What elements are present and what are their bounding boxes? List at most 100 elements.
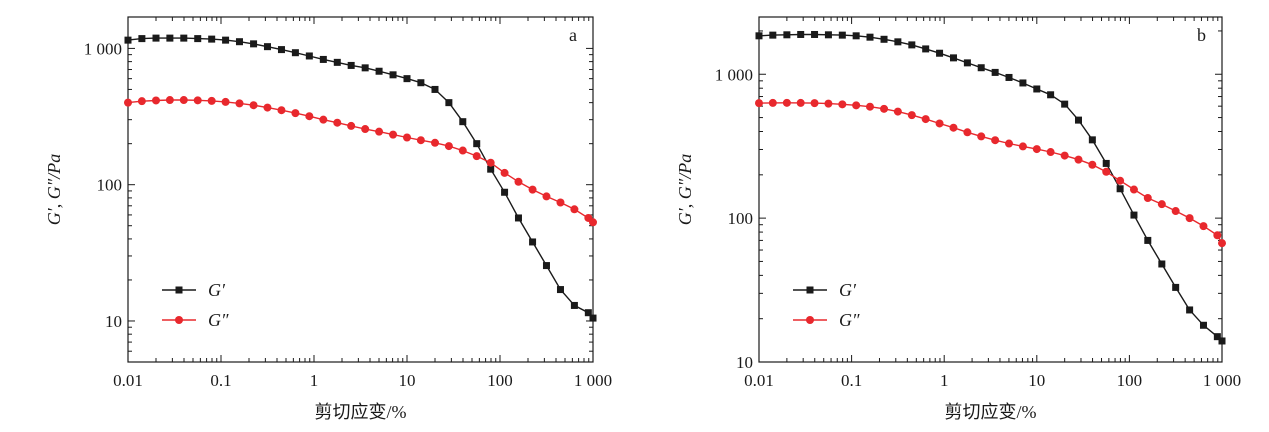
data-point-square bbox=[375, 67, 383, 75]
data-point-circle bbox=[1088, 160, 1097, 169]
data-point-square bbox=[589, 314, 597, 322]
x-tick-label: 100 bbox=[487, 371, 513, 390]
data-point-square bbox=[277, 46, 285, 54]
data-point-circle bbox=[1032, 145, 1041, 154]
data-point-square bbox=[152, 34, 160, 42]
data-point-square bbox=[263, 43, 271, 51]
series-line bbox=[127, 37, 594, 319]
data-point-circle bbox=[430, 138, 439, 147]
legend-label: G′ bbox=[208, 280, 226, 300]
data-point-circle bbox=[977, 132, 986, 141]
data-point-square bbox=[417, 79, 425, 87]
data-point-square bbox=[755, 32, 763, 40]
data-point-square bbox=[487, 165, 495, 173]
data-point-circle bbox=[852, 101, 861, 110]
data-point-square bbox=[797, 30, 805, 38]
data-point-square bbox=[1047, 91, 1055, 99]
data-point-square bbox=[1005, 73, 1013, 81]
data-point-square bbox=[459, 118, 467, 126]
data-point-circle bbox=[949, 123, 958, 132]
data-point-circle bbox=[1005, 139, 1014, 148]
data-point-circle bbox=[1129, 185, 1138, 194]
data-point-square bbox=[1218, 337, 1226, 345]
series-loss-modulus bbox=[755, 98, 1226, 248]
data-point-circle bbox=[1218, 239, 1226, 248]
data-point-circle bbox=[486, 158, 495, 167]
data-point-square bbox=[124, 36, 132, 44]
data-point-circle bbox=[347, 121, 356, 130]
legend-label: G″ bbox=[208, 310, 229, 330]
data-point-circle bbox=[991, 136, 1000, 145]
data-point-square bbox=[936, 49, 944, 57]
data-point-square bbox=[570, 301, 578, 309]
data-point-square bbox=[333, 58, 341, 66]
x-tick-label: 10 bbox=[1028, 371, 1045, 390]
y-axis-title: G′, G″/Pa bbox=[675, 154, 695, 225]
data-point-circle bbox=[1018, 142, 1027, 151]
y-tick-label: 10 bbox=[736, 353, 753, 372]
data-point-circle bbox=[1199, 222, 1208, 231]
y-tick-label: 10 bbox=[105, 312, 122, 331]
y-tick-label: 1 000 bbox=[715, 65, 753, 84]
data-point-circle bbox=[221, 97, 230, 106]
data-point-circle bbox=[810, 99, 819, 108]
data-point-square bbox=[866, 33, 874, 41]
data-point-square bbox=[811, 30, 819, 38]
series-line bbox=[127, 99, 594, 223]
data-point-circle bbox=[880, 104, 889, 113]
data-point-square bbox=[1130, 211, 1138, 219]
data-point-square bbox=[1199, 321, 1207, 329]
data-point-circle bbox=[865, 102, 874, 111]
data-point-circle bbox=[1157, 200, 1166, 209]
data-point-circle bbox=[755, 99, 763, 108]
panel-label: a bbox=[569, 25, 577, 45]
data-point-square bbox=[1172, 283, 1180, 291]
y-tick-label: 100 bbox=[97, 176, 123, 195]
data-point-circle bbox=[838, 100, 847, 109]
data-point-circle bbox=[291, 109, 300, 118]
x-tick-label: 10 bbox=[399, 371, 416, 390]
legend-marker-circle bbox=[175, 316, 183, 324]
legend-label: G′ bbox=[839, 280, 857, 300]
data-point-square bbox=[769, 31, 777, 39]
series-storage-modulus bbox=[755, 30, 1226, 345]
data-point-square bbox=[1158, 260, 1166, 268]
legend: G′ G″ bbox=[162, 280, 229, 330]
legend-marker-circle bbox=[806, 316, 814, 324]
data-point-square bbox=[963, 59, 971, 67]
data-point-circle bbox=[333, 118, 342, 127]
data-point-square bbox=[908, 41, 916, 49]
data-point-square bbox=[305, 52, 313, 60]
plot-frame bbox=[127, 16, 594, 363]
legend-marker-square bbox=[175, 286, 183, 294]
x-tick-label: 0.01 bbox=[744, 371, 774, 390]
data-point-circle bbox=[1213, 231, 1222, 240]
y-tick-label: 1 000 bbox=[84, 39, 122, 58]
y-axis-title: G′, G″/Pa bbox=[44, 154, 64, 225]
data-point-square bbox=[208, 35, 216, 43]
data-point-circle bbox=[796, 98, 805, 107]
data-point-square bbox=[922, 45, 930, 53]
data-point-square bbox=[1144, 236, 1152, 244]
data-point-square bbox=[180, 34, 188, 42]
data-point-circle bbox=[589, 218, 597, 227]
data-point-square bbox=[1061, 100, 1069, 108]
data-point-circle bbox=[151, 96, 160, 105]
legend-marker-square bbox=[806, 286, 814, 294]
data-point-square bbox=[1186, 306, 1194, 314]
data-point-square bbox=[235, 38, 243, 46]
data-point-circle bbox=[375, 127, 384, 136]
data-point-square bbox=[501, 188, 509, 196]
data-point-circle bbox=[416, 136, 425, 145]
legend: G′ G″ bbox=[793, 280, 860, 330]
data-point-circle bbox=[403, 133, 411, 142]
x-tick-label: 0.1 bbox=[841, 371, 862, 390]
data-point-circle bbox=[935, 119, 944, 128]
data-point-square bbox=[138, 35, 146, 43]
data-point-square bbox=[1116, 185, 1124, 193]
data-point-circle bbox=[389, 130, 398, 139]
data-point-circle bbox=[1116, 176, 1125, 185]
data-point-square bbox=[1102, 159, 1110, 167]
x-tick-label: 1 000 bbox=[1203, 371, 1241, 390]
data-point-circle bbox=[319, 115, 328, 124]
